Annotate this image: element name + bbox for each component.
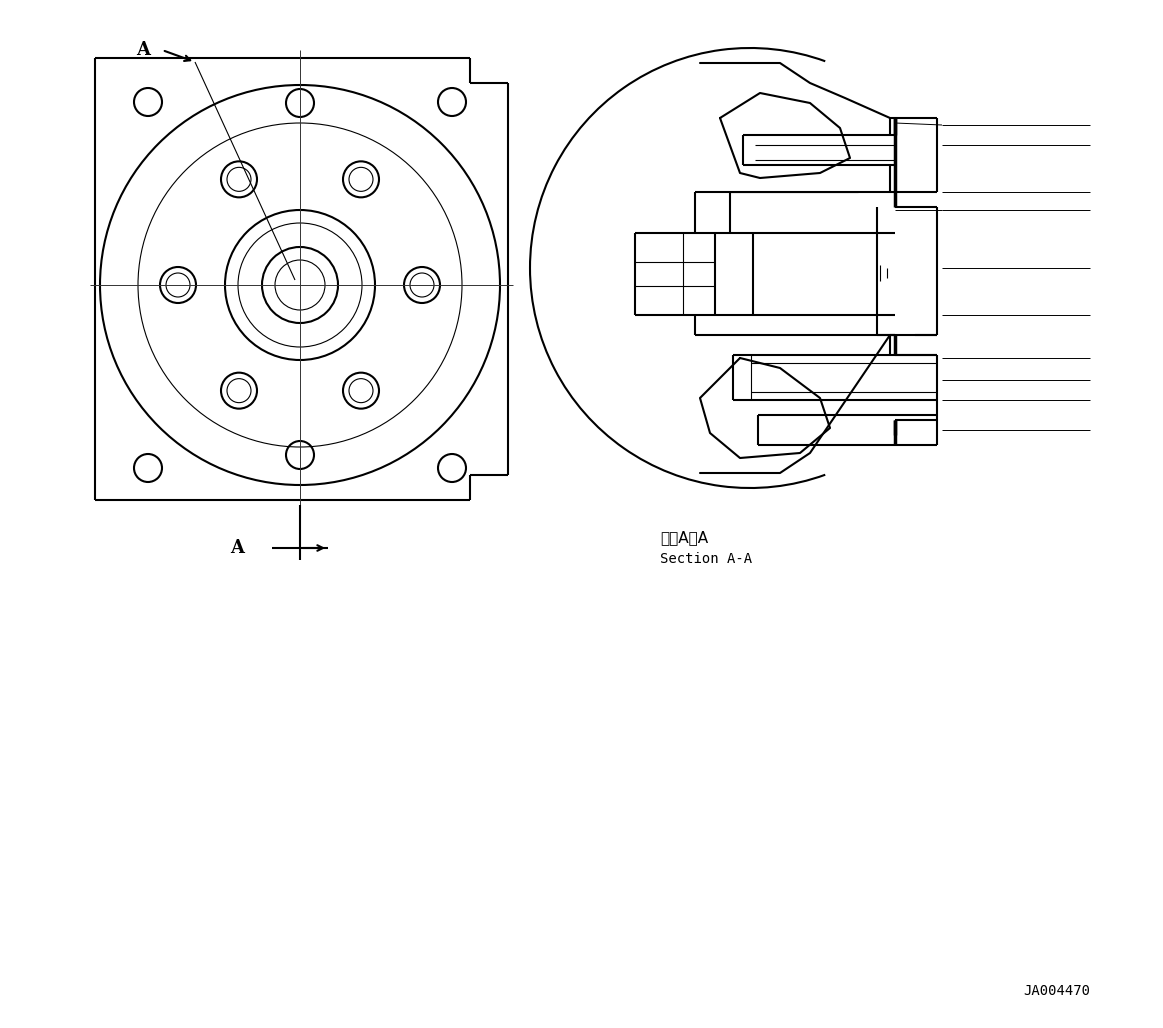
Text: A: A <box>230 539 244 557</box>
Text: 断面A－A: 断面A－A <box>659 530 708 545</box>
Text: Section A-A: Section A-A <box>659 552 752 566</box>
Text: JA004470: JA004470 <box>1023 984 1090 998</box>
Text: A: A <box>136 41 150 59</box>
